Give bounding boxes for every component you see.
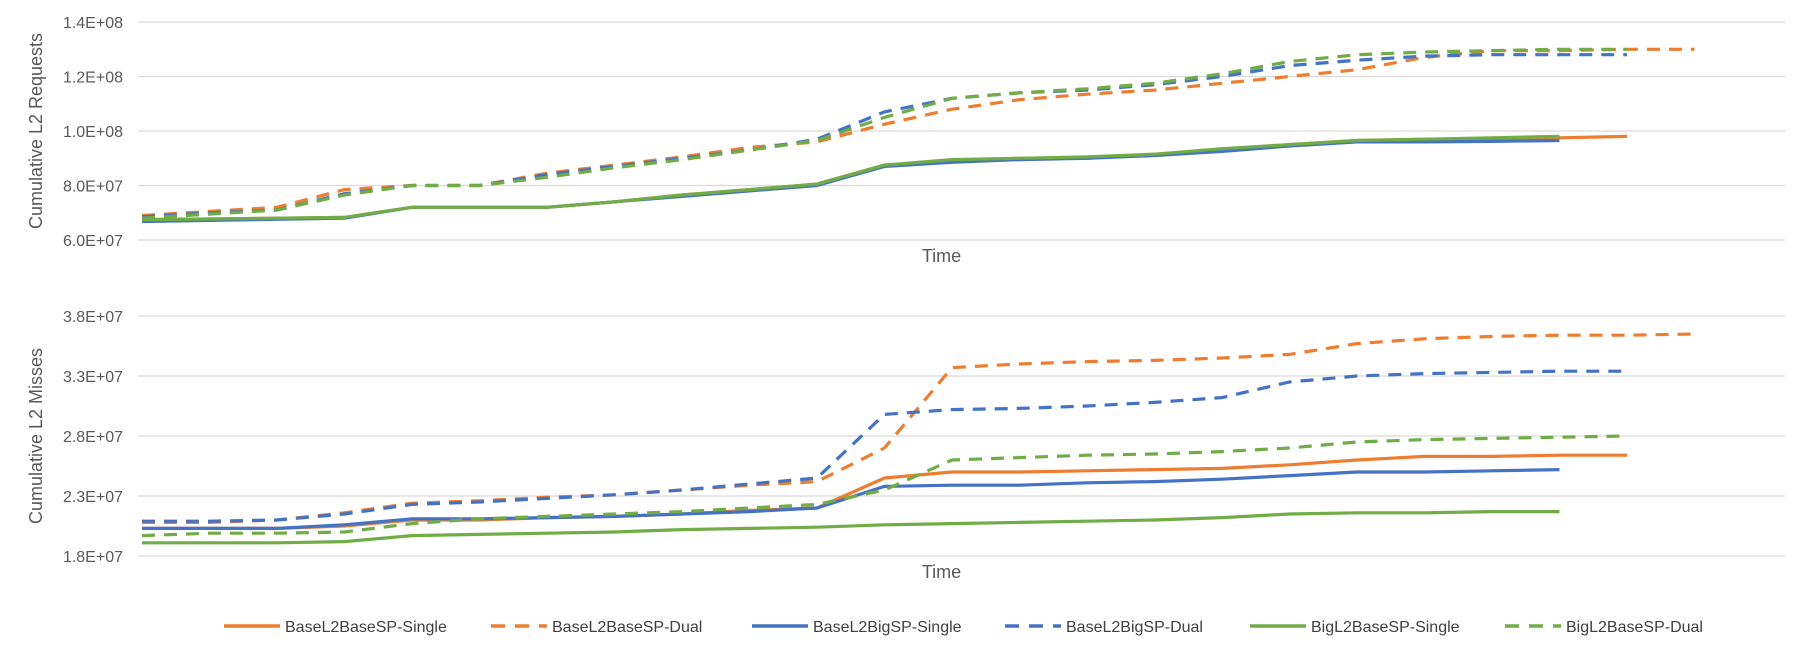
y-tick-label: 1.0E+08 <box>63 124 123 141</box>
legend-label-bigl2basesp-single: BigL2BaseSP-Single <box>1311 619 1460 636</box>
legend-label-basel2basesp-dual: BaseL2BaseSP-Dual <box>552 619 702 636</box>
legend-label-basel2bigsp-dual: BaseL2BigSP-Dual <box>1066 619 1203 636</box>
legend-label-basel2basesp-single: BaseL2BaseSP-Single <box>285 619 447 636</box>
series-line-basel2bigsp-single <box>141 138 1560 224</box>
series-line-bigl2basesp-dual <box>141 47 1627 220</box>
y-tick-label: 6.0E+07 <box>63 233 123 250</box>
y-tick-label: 2.3E+07 <box>63 489 123 506</box>
series-line-bigl2basesp-single <box>142 510 1560 545</box>
chart-requests: 6.0E+07 8.0E+07 1.0E+08 1.2E+08 1.4E+08 Time C… <box>26 15 1785 266</box>
series-line-bigl2basesp-dual <box>141 434 1628 538</box>
series-line-basel2basesp-single <box>142 453 1627 531</box>
x-axis-title: Time <box>922 562 961 582</box>
y-tick-label: 2.8E+07 <box>63 429 123 446</box>
y-tick-label: 8.0E+07 <box>63 179 123 196</box>
x-axis-title: Time <box>922 246 961 266</box>
legend: BaseL2BaseSP-Single BaseL2BaseSP-Dual Base… <box>224 619 1703 636</box>
series-line-basel2bigsp-single <box>142 468 1560 531</box>
y-axis-title: Cumulative L2 Misses <box>26 348 46 524</box>
series-line-basel2basesp-single <box>141 134 1628 222</box>
y-axis-title: Cumulative L2 Requests <box>26 33 46 229</box>
legend-label-basel2bigsp-single: BaseL2BigSP-Single <box>813 619 962 636</box>
y-tick-label: 1.2E+08 <box>63 70 123 87</box>
y-tick-label: 3.8E+07 <box>63 309 123 326</box>
series-line-basel2basesp-dual <box>142 332 1695 525</box>
series-line-basel2basesp-dual <box>141 47 1695 218</box>
y-tick-label: 1.8E+07 <box>63 549 123 566</box>
series-line-bigl2basesp-single <box>141 134 1560 222</box>
y-tick-label: 1.4E+08 <box>63 15 123 32</box>
y-tick-label: 3.3E+07 <box>63 369 123 386</box>
series-line-basel2bigsp-dual <box>142 369 1627 523</box>
chart-misses: 1.8E+07 2.3E+07 2.8E+07 3.3E+07 3.8E+07 Time C… <box>26 309 1785 582</box>
legend-label-bigl2basesp-dual: BigL2BaseSP-Dual <box>1566 619 1703 636</box>
